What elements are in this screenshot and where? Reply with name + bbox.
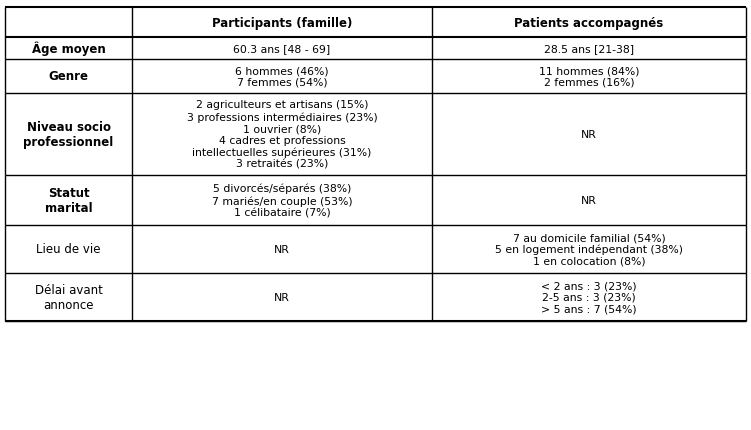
Text: Âge moyen: Âge moyen — [32, 42, 105, 56]
Text: NR: NR — [581, 196, 597, 206]
Text: Genre: Genre — [49, 71, 89, 83]
Text: 11 hommes (84%)
2 femmes (16%): 11 hommes (84%) 2 femmes (16%) — [538, 66, 639, 88]
Text: Délai avant
annonce: Délai avant annonce — [35, 283, 102, 311]
Text: 28.5 ans [21-38]: 28.5 ans [21-38] — [544, 44, 634, 54]
Text: NR: NR — [581, 130, 597, 140]
Text: 2 agriculteurs et artisans (15%)
3 professions intermédiaires (23%)
1 ouvrier (8: 2 agriculteurs et artisans (15%) 3 profe… — [187, 100, 377, 169]
Text: Patients accompagnés: Patients accompagnés — [514, 16, 664, 29]
Text: NR: NR — [274, 244, 290, 255]
Text: Statut
marital: Statut marital — [45, 187, 92, 215]
Text: 7 au domicile familial (54%)
5 en logement indépendant (38%)
1 en colocation (8%: 7 au domicile familial (54%) 5 en logeme… — [495, 233, 683, 266]
Text: 60.3 ans [48 - 69]: 60.3 ans [48 - 69] — [234, 44, 330, 54]
Text: 5 divorcés/séparés (38%)
7 mariés/en couple (53%)
1 célibataire (7%): 5 divorcés/séparés (38%) 7 mariés/en cou… — [212, 184, 352, 218]
Text: Lieu de vie: Lieu de vie — [36, 243, 101, 256]
Text: Participants (famille): Participants (famille) — [212, 16, 352, 29]
Text: Niveau socio
professionnel: Niveau socio professionnel — [23, 121, 113, 149]
Text: < 2 ans : 3 (23%)
2-5 ans : 3 (23%)
> 5 ans : 7 (54%): < 2 ans : 3 (23%) 2-5 ans : 3 (23%) > 5 … — [541, 281, 637, 314]
Text: 6 hommes (46%)
7 femmes (54%): 6 hommes (46%) 7 femmes (54%) — [235, 66, 329, 88]
Text: NR: NR — [274, 292, 290, 302]
